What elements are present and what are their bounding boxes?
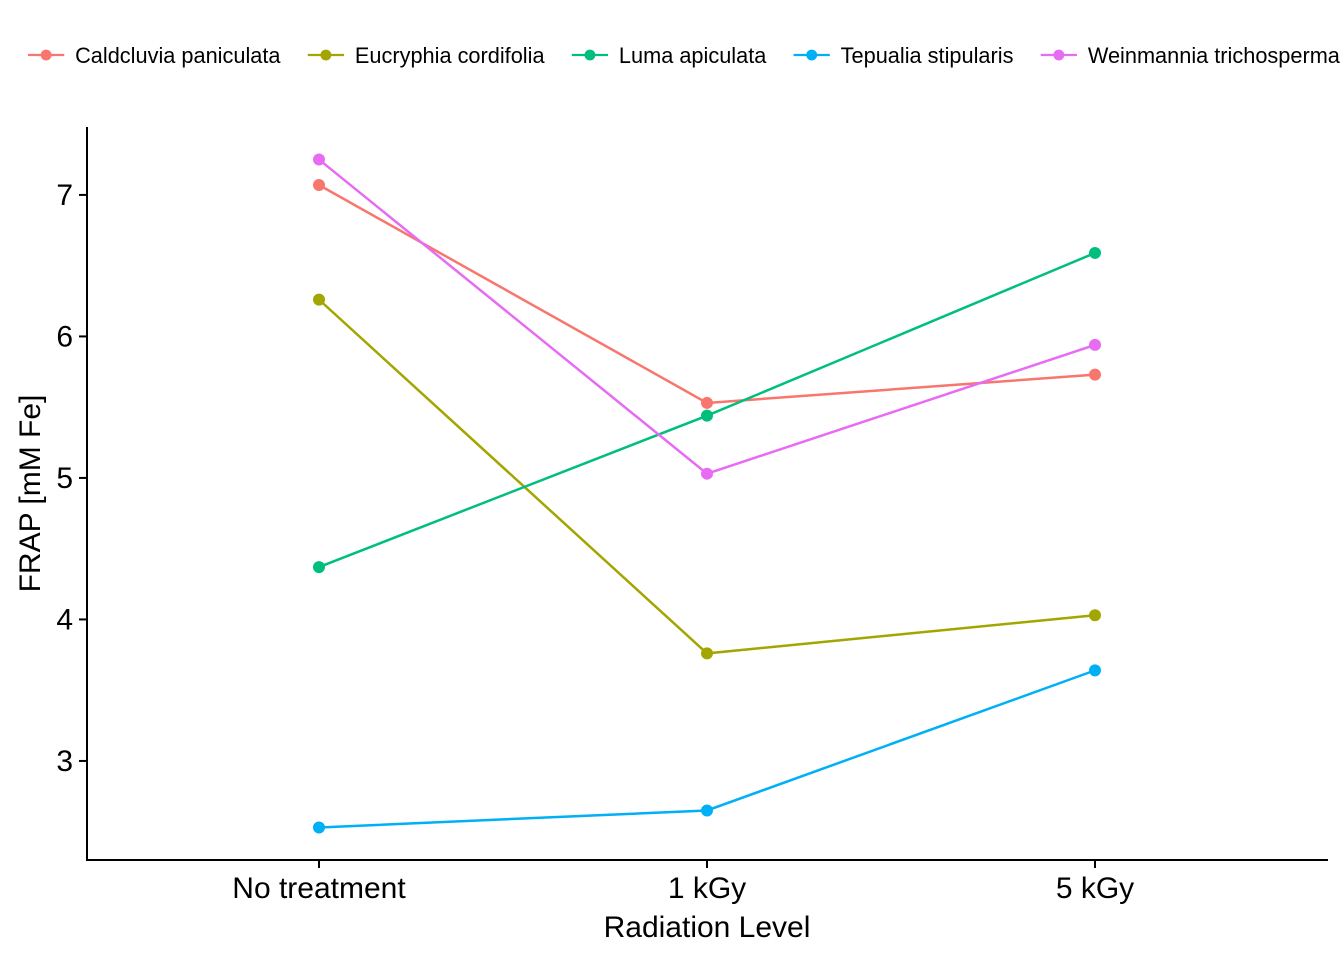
legend-label: Weinmannia trichosperma [1088,43,1341,68]
y-tick-label: 3 [56,745,73,778]
data-point [701,467,713,480]
legend-label: Tepualia stipularis [841,43,1014,68]
legend-item: Tepualia stipularis [793,43,1014,68]
legend-label: Caldcluvia paniculata [75,43,281,68]
data-point [1089,664,1101,677]
data-point [313,821,325,834]
axes: 3 4 5 6 7 No treatment 1 kGy 5 kGy [56,127,1328,905]
series [313,179,1101,409]
legend-label: Luma apiculata [619,43,767,68]
data-point [701,409,713,422]
y-tick-label: 6 [56,320,73,353]
x-tick-label: No treatment [232,872,406,905]
data-point [313,293,325,306]
legend: Caldcluvia paniculata Eucryphia cordifoli… [28,43,1341,68]
y-axis-ticks: 3 4 5 6 7 [56,179,87,778]
legend-key-point [320,49,332,61]
data-point [1089,246,1101,259]
legend-item: Caldcluvia paniculata [28,43,281,68]
y-tick-label: 7 [56,179,73,212]
x-tick-label: 5 kGy [1056,872,1134,905]
series-line [318,183,1096,405]
legend-key-point [584,49,596,61]
data-point [701,647,713,660]
legend-key-point [806,49,818,61]
data-point [313,179,325,192]
data-point [313,561,325,574]
series [313,293,1101,660]
y-axis-title: FRAP [mM Fe] [14,395,47,593]
data-point [701,396,713,409]
series-layer [313,153,1101,834]
series-line [318,669,1096,829]
y-tick-label: 5 [56,462,73,495]
legend-item: Weinmannia trichosperma [1040,43,1341,68]
legend-key-point [1053,49,1065,61]
legend-item: Eucryphia cordifolia [307,43,546,68]
data-point [701,804,713,817]
legend-item: Luma apiculata [571,43,767,68]
x-axis-title: Radiation Level [604,911,811,944]
series [313,246,1101,574]
series-line [318,158,1096,476]
data-point [313,153,325,166]
series [313,153,1101,480]
data-point [1089,338,1101,351]
legend-key-point [40,49,52,61]
data-point [1089,368,1101,381]
x-axis-ticks: No treatment 1 kGy 5 kGy [232,860,1134,905]
y-tick-label: 4 [56,603,73,636]
series [313,664,1101,834]
data-point [1089,609,1101,622]
legend-label: Eucryphia cordifolia [355,43,546,68]
x-tick-label: 1 kGy [668,872,746,905]
